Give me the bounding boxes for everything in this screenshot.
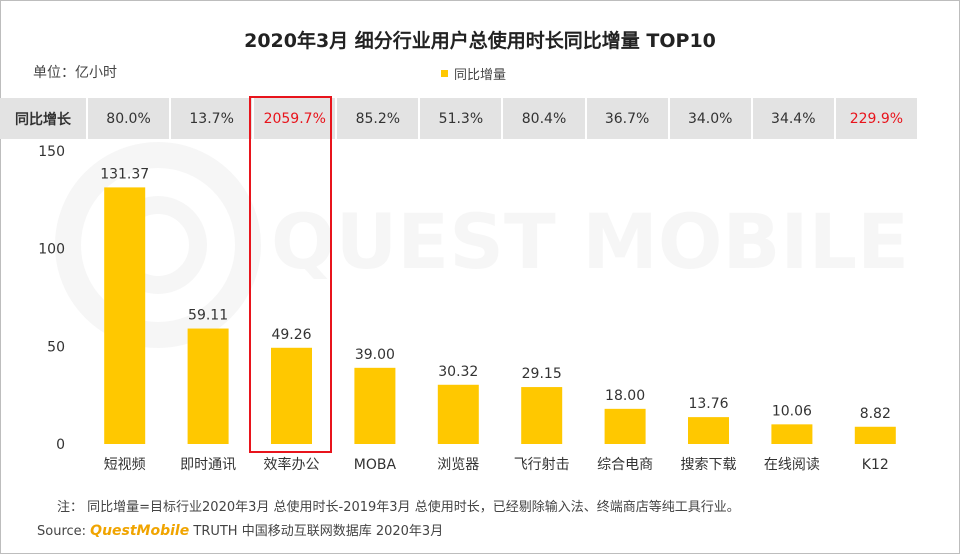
growth-cell: 34.0% (667, 98, 751, 139)
bar-value-label: 29.15 (522, 366, 562, 382)
watermark-text: QUEST MOBILE (271, 197, 909, 286)
bar (771, 424, 813, 444)
bar (521, 387, 563, 444)
growth-cell: 80.4% (501, 98, 584, 139)
bar (437, 384, 479, 444)
x-category-label: MOBA (354, 457, 397, 473)
bar-value-label: 13.76 (688, 396, 728, 412)
footnote: 注： 同比增量=目标行业2020年3月 总使用时长-2019年3月 总使用时长，… (57, 500, 740, 515)
bar-value-label: 131.37 (100, 166, 149, 182)
legend-swatch (441, 70, 448, 77)
growth-cell: 2059.7% (252, 98, 335, 139)
x-category-label: 浏览器 (437, 457, 479, 473)
y-tick-label: 0 (56, 437, 65, 453)
x-category-label: K12 (862, 457, 889, 473)
bar (688, 417, 729, 444)
bar (354, 367, 396, 444)
y-tick-label: 150 (38, 144, 65, 160)
source-label: Source: (37, 524, 87, 539)
bar-value-label: 18.00 (605, 388, 645, 404)
growth-row-header: 同比增长 (15, 111, 71, 128)
growth-cell: 51.3% (418, 98, 501, 139)
bar (187, 328, 229, 444)
questmobile-brand: QuestMobile (90, 523, 190, 539)
bar-value-label: 8.82 (860, 406, 891, 422)
bar (271, 347, 312, 444)
x-category-label: 搜索下载 (681, 456, 737, 473)
unit-label: 单位：亿小时 (33, 65, 117, 81)
source-text: TRUTH 中国移动互联网数据库 2020年3月 (193, 524, 444, 539)
y-tick-label: 100 (38, 242, 65, 258)
watermark-logo-ring (55, 142, 261, 348)
bar (604, 408, 646, 444)
growth-rate-row: 同比增长 80.0% 13.7% 2059.7% 85.2% 51.3% 80.4% 36.… (0, 98, 917, 139)
y-tick-label: 50 (47, 339, 65, 355)
x-category-label: 在线阅读 (764, 456, 820, 473)
growth-cell: 80.0% (86, 98, 169, 139)
bar-value-label: 10.06 (772, 403, 812, 419)
x-category-label: 飞行射击 (514, 457, 570, 473)
growth-cell: 34.4% (750, 98, 834, 139)
bar-value-label: 49.26 (271, 327, 311, 343)
watermark: QUEST MOBILE (55, 142, 909, 348)
chart-title: 2020年3月 细分行业用户总使用时长同比增量 TOP10 (244, 30, 716, 52)
growth-cell: 13.7% (169, 98, 252, 139)
growth-cell: 229.9% (833, 98, 917, 139)
bar-value-label: 30.32 (438, 364, 478, 380)
x-category-label: 综合电商 (597, 457, 653, 473)
legend-label: 同比增量 (454, 68, 507, 83)
x-category-label: 短视频 (104, 457, 146, 473)
x-category-label: 即时通讯 (180, 457, 236, 473)
bar-value-label: 39.00 (355, 347, 395, 363)
legend: 同比增量 (441, 64, 506, 83)
growth-cell: 85.2% (335, 98, 418, 139)
source-line: Source: QuestMobile TRUTH 中国移动互联网数据库 202… (37, 520, 443, 539)
bar (854, 426, 896, 444)
bar (104, 187, 146, 444)
growth-cell: 36.7% (584, 98, 668, 139)
bar-value-label: 59.11 (188, 308, 228, 324)
x-category-label: 效率办公 (264, 456, 320, 473)
